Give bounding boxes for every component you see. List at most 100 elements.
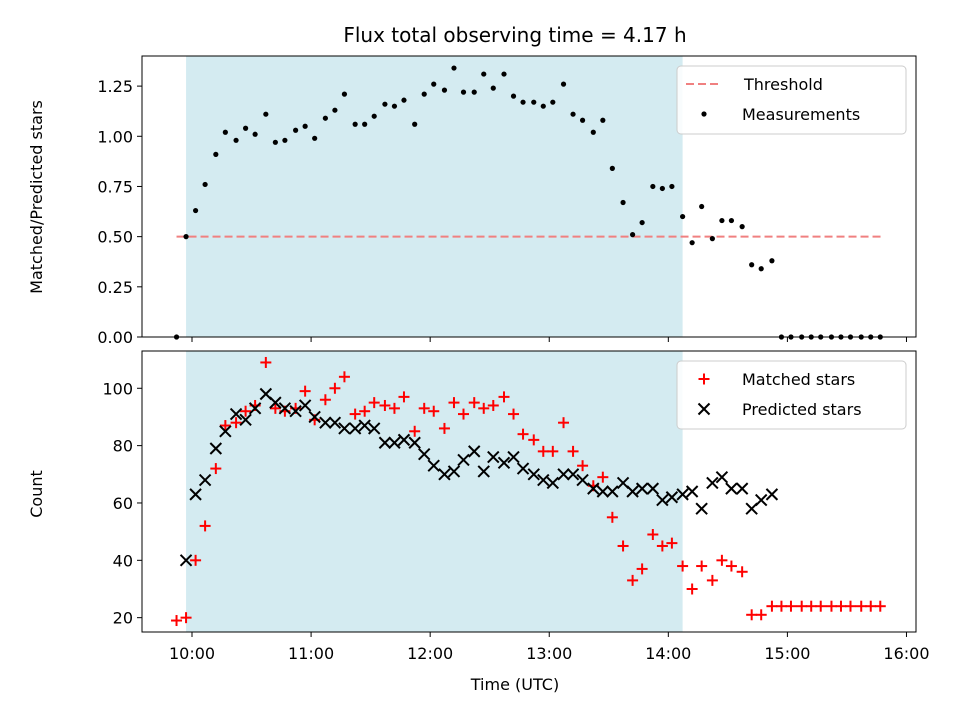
count-s0-point-37 <box>537 445 549 457</box>
count-s0-point-1 <box>180 612 192 624</box>
count-s1-point-39-b <box>566 468 580 481</box>
count-s1-point-20 <box>378 436 392 449</box>
count-s1-point-49-b <box>665 491 679 504</box>
count-s1-point-46-b <box>635 482 649 495</box>
ratio-s0-point-53 <box>699 203 705 210</box>
count-s0-point-21 <box>379 399 391 411</box>
count-s1-point-29 <box>468 445 481 458</box>
count-s0-point-55 <box>716 554 728 566</box>
count-s1-point-35 <box>527 468 540 481</box>
count-s1-point-59 <box>765 488 779 501</box>
count-s0-point-38 <box>547 445 559 457</box>
count-s0-point-2 <box>190 554 202 566</box>
count-s0-point-60 <box>766 600 778 612</box>
count-s1-point-17 <box>348 422 362 435</box>
ratio-s0-point-8 <box>252 131 258 137</box>
ratio-legend: Threshold Measurements <box>676 65 907 135</box>
count-s1-point-10 <box>278 402 292 415</box>
count-s1-point-1 <box>189 488 202 501</box>
count-s1-point-31-b <box>487 450 500 464</box>
count-s1-point-16-b <box>338 422 351 435</box>
count-legend-box <box>676 360 907 430</box>
x-tick-label-5: 15:00 <box>764 644 810 663</box>
count-s1-point-25-b <box>427 459 440 472</box>
ratio-legend-box <box>676 65 907 135</box>
count-s0-point-22 <box>388 402 400 414</box>
count-s0-point-63 <box>796 600 808 612</box>
count-s1-point-54 <box>715 470 729 484</box>
ratio-s0-point-17 <box>341 91 348 97</box>
count-s0-point-64 <box>805 600 817 612</box>
count-s1-point-42 <box>596 485 610 498</box>
count-s1-point-41-b <box>587 482 600 495</box>
count-s1-point-51 <box>685 485 699 498</box>
ratio-s0-point-15 <box>322 115 328 121</box>
ratio-s0-point-18 <box>352 121 358 127</box>
count-s1-point-43-b <box>606 485 619 498</box>
ratio-panel: 0.00 0.25 0.50 0.75 1.00 1.25 Matched/Predicte… <box>27 55 917 347</box>
count-s1-point-2 <box>198 473 212 487</box>
count-s0-point-13 <box>299 385 311 397</box>
count-s1-point-55-b <box>725 482 738 495</box>
count-s0-point-15 <box>319 394 331 406</box>
count-s0-point-54 <box>706 574 718 586</box>
count-s1-point-18-b <box>358 419 371 432</box>
ratio-s0-point-31 <box>481 71 487 77</box>
count-s0-point-53 <box>696 560 708 572</box>
count-s1-point-58-b <box>754 493 768 507</box>
count-s1-point-14-b <box>319 416 332 429</box>
count-s1-point-12 <box>298 399 312 412</box>
x-tick-label-0: 10:00 <box>169 644 215 663</box>
count-s0-point-27 <box>438 422 450 434</box>
count-s0-point-40 <box>567 445 579 457</box>
count-s0-point-33 <box>498 391 510 403</box>
ratio-s0-point-51 <box>680 213 686 220</box>
count-s0-point-44 <box>606 511 618 523</box>
count-s1-point-45-b <box>626 485 639 498</box>
count-s1-point-33-b <box>507 450 520 464</box>
ratio-s0-point-11 <box>282 137 288 143</box>
ratio-s0-point-39 <box>560 81 567 87</box>
ratio-s0-point-28 <box>451 65 457 71</box>
count-legend-label-0: Matched stars <box>742 370 855 389</box>
count-s1-point-24-b <box>418 448 431 461</box>
x-tick-label-2: 12:00 <box>407 644 453 663</box>
count-s1-point-19 <box>367 422 381 435</box>
count-s1-point-49 <box>665 491 679 504</box>
count-s1-point-5 <box>229 407 243 421</box>
count-legend-swatch-1 <box>697 402 711 416</box>
count-s1-point-9 <box>269 396 282 409</box>
count-s1-point-11-b <box>289 405 302 418</box>
count-s1-point-39 <box>566 468 580 481</box>
count-s1-point-6 <box>239 413 252 427</box>
ratio-s0-point-27 <box>441 87 448 93</box>
count-s1-point-7 <box>248 402 262 415</box>
ratio-s0-point-26 <box>431 81 437 87</box>
ratio-s0-point-59 <box>758 266 764 272</box>
count-s1-point-47 <box>646 482 660 495</box>
count-s0-point-66 <box>825 600 837 612</box>
count-panel: 20 40 60 80 100 10:00 11:00 12:00 13:00 14:00 15:0… <box>27 350 930 663</box>
ratio-s0-point-20 <box>371 113 377 119</box>
ratio-s0-point-10 <box>272 139 278 145</box>
count-s1-point-24 <box>418 448 431 461</box>
count-s1-point-0 <box>179 554 193 567</box>
count-s1-point-30-b <box>477 465 490 478</box>
ratio-s0-point-34 <box>510 93 517 99</box>
count-s0-point-57 <box>736 566 748 578</box>
ratio-s0-point-19 <box>362 121 368 127</box>
count-s1-point-17-b <box>348 422 362 435</box>
count-s1-point-56 <box>735 482 749 495</box>
x-axis-label: Time (UTC) <box>470 675 559 694</box>
ratio-s0-point-55 <box>719 217 725 224</box>
count-s1-point-41 <box>587 482 600 495</box>
count-s0-point-52 <box>686 583 698 595</box>
ratio-s0-point-40 <box>570 111 576 117</box>
count-s1-point-48 <box>656 493 669 507</box>
ratio-s0-point-24 <box>412 121 418 127</box>
count-s0-point-68 <box>845 600 857 612</box>
chart-title: Flux total observing time = 4.17 h <box>343 23 686 47</box>
count-s0-point-19 <box>359 405 371 417</box>
ratio-shaded-span <box>186 56 683 337</box>
